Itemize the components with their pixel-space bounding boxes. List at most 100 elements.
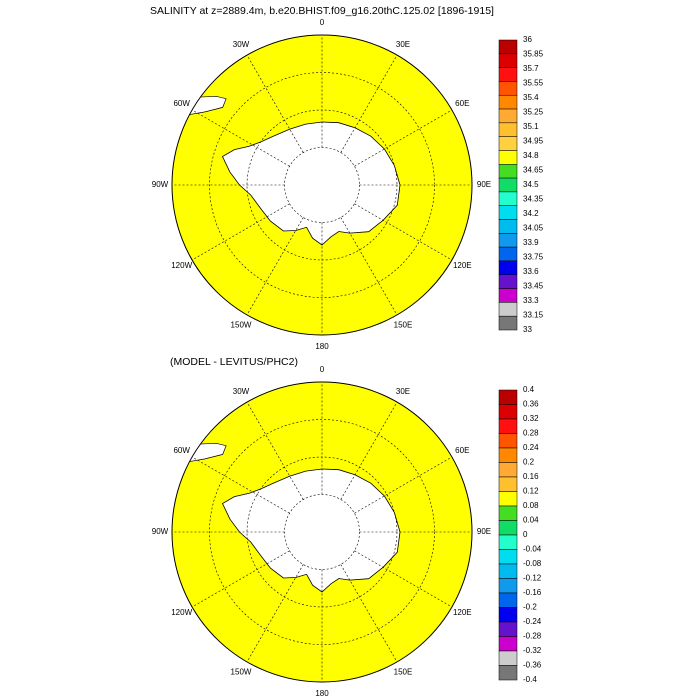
colorbar-tick-label: 33 bbox=[523, 325, 532, 334]
colorbar-tick-label: 33.45 bbox=[523, 282, 544, 291]
colorbar-tick-label: 0.16 bbox=[523, 472, 539, 481]
meridian-gridline bbox=[340, 217, 398, 316]
colorbar-swatch bbox=[498, 81, 518, 96]
colorbar-swatch bbox=[498, 274, 518, 289]
colorbar-swatch bbox=[498, 607, 518, 623]
colorbar-tick-label: 35.55 bbox=[523, 79, 544, 88]
colorbar-tick-label: -0.28 bbox=[523, 632, 542, 641]
colorbar-swatch bbox=[498, 67, 518, 82]
colorbar-tick-label: -0.36 bbox=[523, 661, 542, 670]
colorbar-tick-label: 34.05 bbox=[523, 224, 544, 233]
colorbar-tick-label: 33.6 bbox=[523, 267, 539, 276]
colorbar-swatch bbox=[498, 418, 518, 434]
longitude-label: 30W bbox=[233, 40, 250, 49]
longitude-label: 150E bbox=[394, 667, 413, 676]
longitude-label: 0 bbox=[320, 365, 325, 374]
colorbar-swatch bbox=[498, 592, 518, 608]
colorbar-tick-label: 0.24 bbox=[523, 443, 539, 452]
colorbar-tick-label: 33.75 bbox=[523, 253, 544, 262]
colorbar-tick-label: 35.4 bbox=[523, 93, 539, 102]
colorbar-tick-label: -0.32 bbox=[523, 646, 542, 655]
colorbar-tick-label: 0 bbox=[523, 530, 528, 539]
colorbar-swatch bbox=[498, 205, 518, 220]
colorbar-swatch bbox=[498, 404, 518, 420]
meridian-gridline bbox=[191, 203, 290, 261]
meridian-gridline bbox=[340, 564, 398, 663]
colorbar-swatch bbox=[498, 53, 518, 68]
colorbar-swatch bbox=[498, 389, 518, 405]
colorbar-swatch bbox=[498, 302, 518, 317]
polar-map bbox=[172, 35, 472, 335]
longitude-label: 150E bbox=[394, 320, 413, 329]
colorbar-tick-label: 35.25 bbox=[523, 108, 544, 117]
meridian-gridline bbox=[354, 109, 453, 167]
meridian-gridline bbox=[354, 203, 453, 261]
colorbar-tick-label: 0.12 bbox=[523, 487, 539, 496]
colorbar-swatch bbox=[498, 94, 518, 110]
colorbar-tick-label: 33.9 bbox=[523, 238, 539, 247]
longitude-label: 90E bbox=[477, 180, 491, 189]
colorbar-swatch bbox=[498, 621, 518, 637]
longitude-label: 90W bbox=[152, 527, 169, 536]
longitude-label: 120W bbox=[171, 261, 192, 270]
meridian-gridline bbox=[354, 550, 453, 608]
colorbar-swatch bbox=[498, 136, 518, 151]
colorbar-tick-label: -0.16 bbox=[523, 588, 542, 597]
colorbar-tick-label: 0.08 bbox=[523, 501, 539, 510]
colorbar-tick-label: 35.1 bbox=[523, 122, 539, 131]
longitude-label: 90E bbox=[477, 527, 491, 536]
meridian-gridline bbox=[340, 54, 398, 153]
longitude-label: 180 bbox=[315, 342, 329, 351]
meridian-gridline bbox=[246, 54, 304, 153]
colorbar-swatch bbox=[498, 549, 518, 565]
meridian-gridline bbox=[191, 456, 290, 514]
longitude-label: 30E bbox=[396, 40, 410, 49]
colorbar-swatch bbox=[498, 219, 518, 234]
longitude-label: 180 bbox=[315, 689, 329, 698]
colorbar-tick-label: 0.32 bbox=[523, 414, 539, 423]
colorbar-tick-label: -0.08 bbox=[523, 559, 542, 568]
colorbar-swatch bbox=[498, 665, 518, 681]
colorbar-tick-label: 0.4 bbox=[523, 385, 535, 394]
colorbar-swatch bbox=[498, 164, 518, 179]
longitude-label: 120W bbox=[171, 608, 192, 617]
longitude-label: 150W bbox=[231, 667, 252, 676]
longitude-label: 60E bbox=[455, 446, 469, 455]
longitude-label: 150W bbox=[231, 320, 252, 329]
bottom-panel: (MODEL - LEVITUS/PHC2) 0 30E 60E 90E 120E 150E… bbox=[152, 356, 542, 698]
colorbar-tick-label: 34.8 bbox=[523, 151, 539, 160]
longitude-label: 30E bbox=[396, 387, 410, 396]
colorbar-tick-label: 34.5 bbox=[523, 180, 539, 189]
map-border bbox=[171, 34, 473, 336]
colorbar-swatch bbox=[498, 447, 518, 463]
colorbar-tick-label: 35.7 bbox=[523, 64, 539, 73]
colorbar-swatch bbox=[498, 246, 518, 262]
panel-title: (MODEL - LEVITUS/PHC2) bbox=[170, 356, 298, 368]
colorbar: 0.4 0.36 0.32 0.28 0.24 0.2 0.16 0.12 0.08 0.04 0 -… bbox=[498, 385, 542, 684]
colorbar-tick-label: -0.24 bbox=[523, 617, 542, 626]
colorbar-tick-label: 34.2 bbox=[523, 209, 539, 218]
colorbar-swatch bbox=[498, 233, 518, 248]
panel-title: SALINITY at z=2889.4m, b.e20.BHIST.f09_g… bbox=[150, 5, 494, 17]
antarctica-landmass bbox=[221, 121, 401, 246]
colorbar-swatch bbox=[498, 563, 518, 579]
longitude-label: 120E bbox=[453, 608, 472, 617]
colorbar-swatch bbox=[498, 315, 518, 331]
meridian-gridline bbox=[246, 564, 304, 663]
latitude-gridline bbox=[209, 72, 435, 298]
colorbar-swatch bbox=[498, 150, 518, 165]
longitude-label: 60W bbox=[173, 446, 190, 455]
colorbar-swatch bbox=[498, 39, 518, 55]
meridian-gridline bbox=[191, 550, 290, 608]
colorbar-tick-label: 34.65 bbox=[523, 166, 544, 175]
colorbar-swatch bbox=[498, 534, 518, 550]
colorbar-tick-label: 0.2 bbox=[523, 458, 535, 467]
meridian-gridline bbox=[354, 456, 453, 514]
antarctica-landmass bbox=[221, 468, 401, 593]
colorbar-tick-label: 0.04 bbox=[523, 516, 539, 525]
colorbar-tick-label: 34.35 bbox=[523, 195, 544, 204]
latitude-gridline bbox=[209, 419, 435, 645]
colorbar-tick-label: 33.15 bbox=[523, 311, 544, 320]
colorbar-tick-label: 0.28 bbox=[523, 429, 539, 438]
